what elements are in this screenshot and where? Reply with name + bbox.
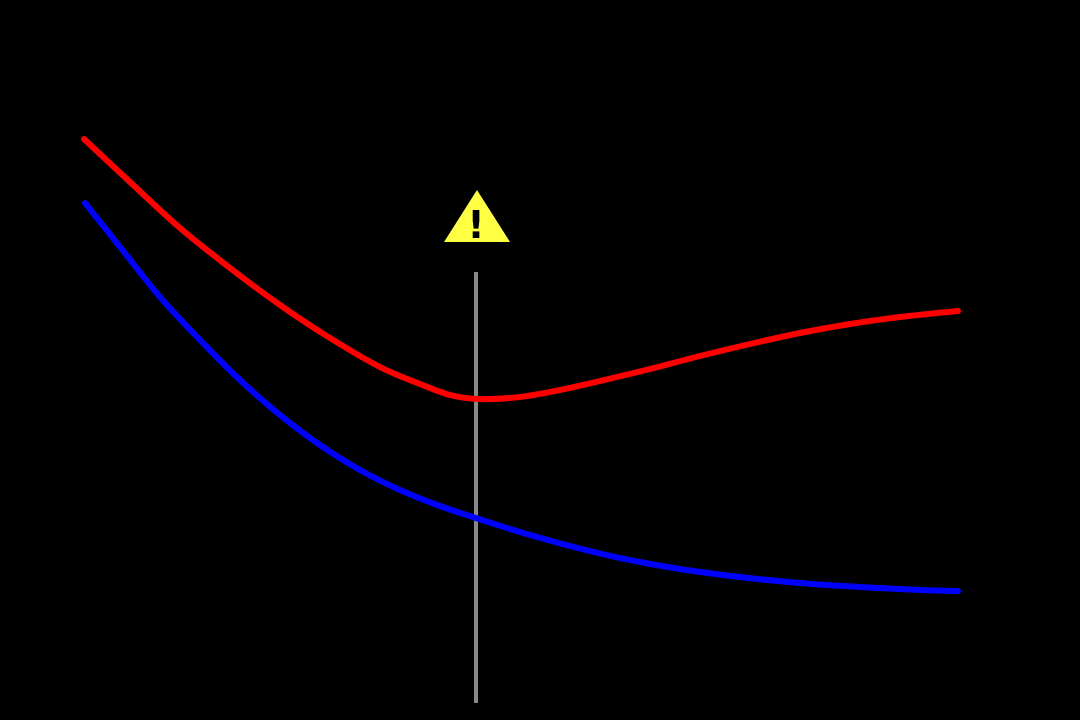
validation-error-curve	[81, 136, 961, 403]
warning-triangle	[444, 190, 510, 242]
training-error-curve	[82, 200, 961, 594]
warning-icon: !	[444, 190, 510, 247]
warning-exclamation: !	[467, 203, 484, 247]
